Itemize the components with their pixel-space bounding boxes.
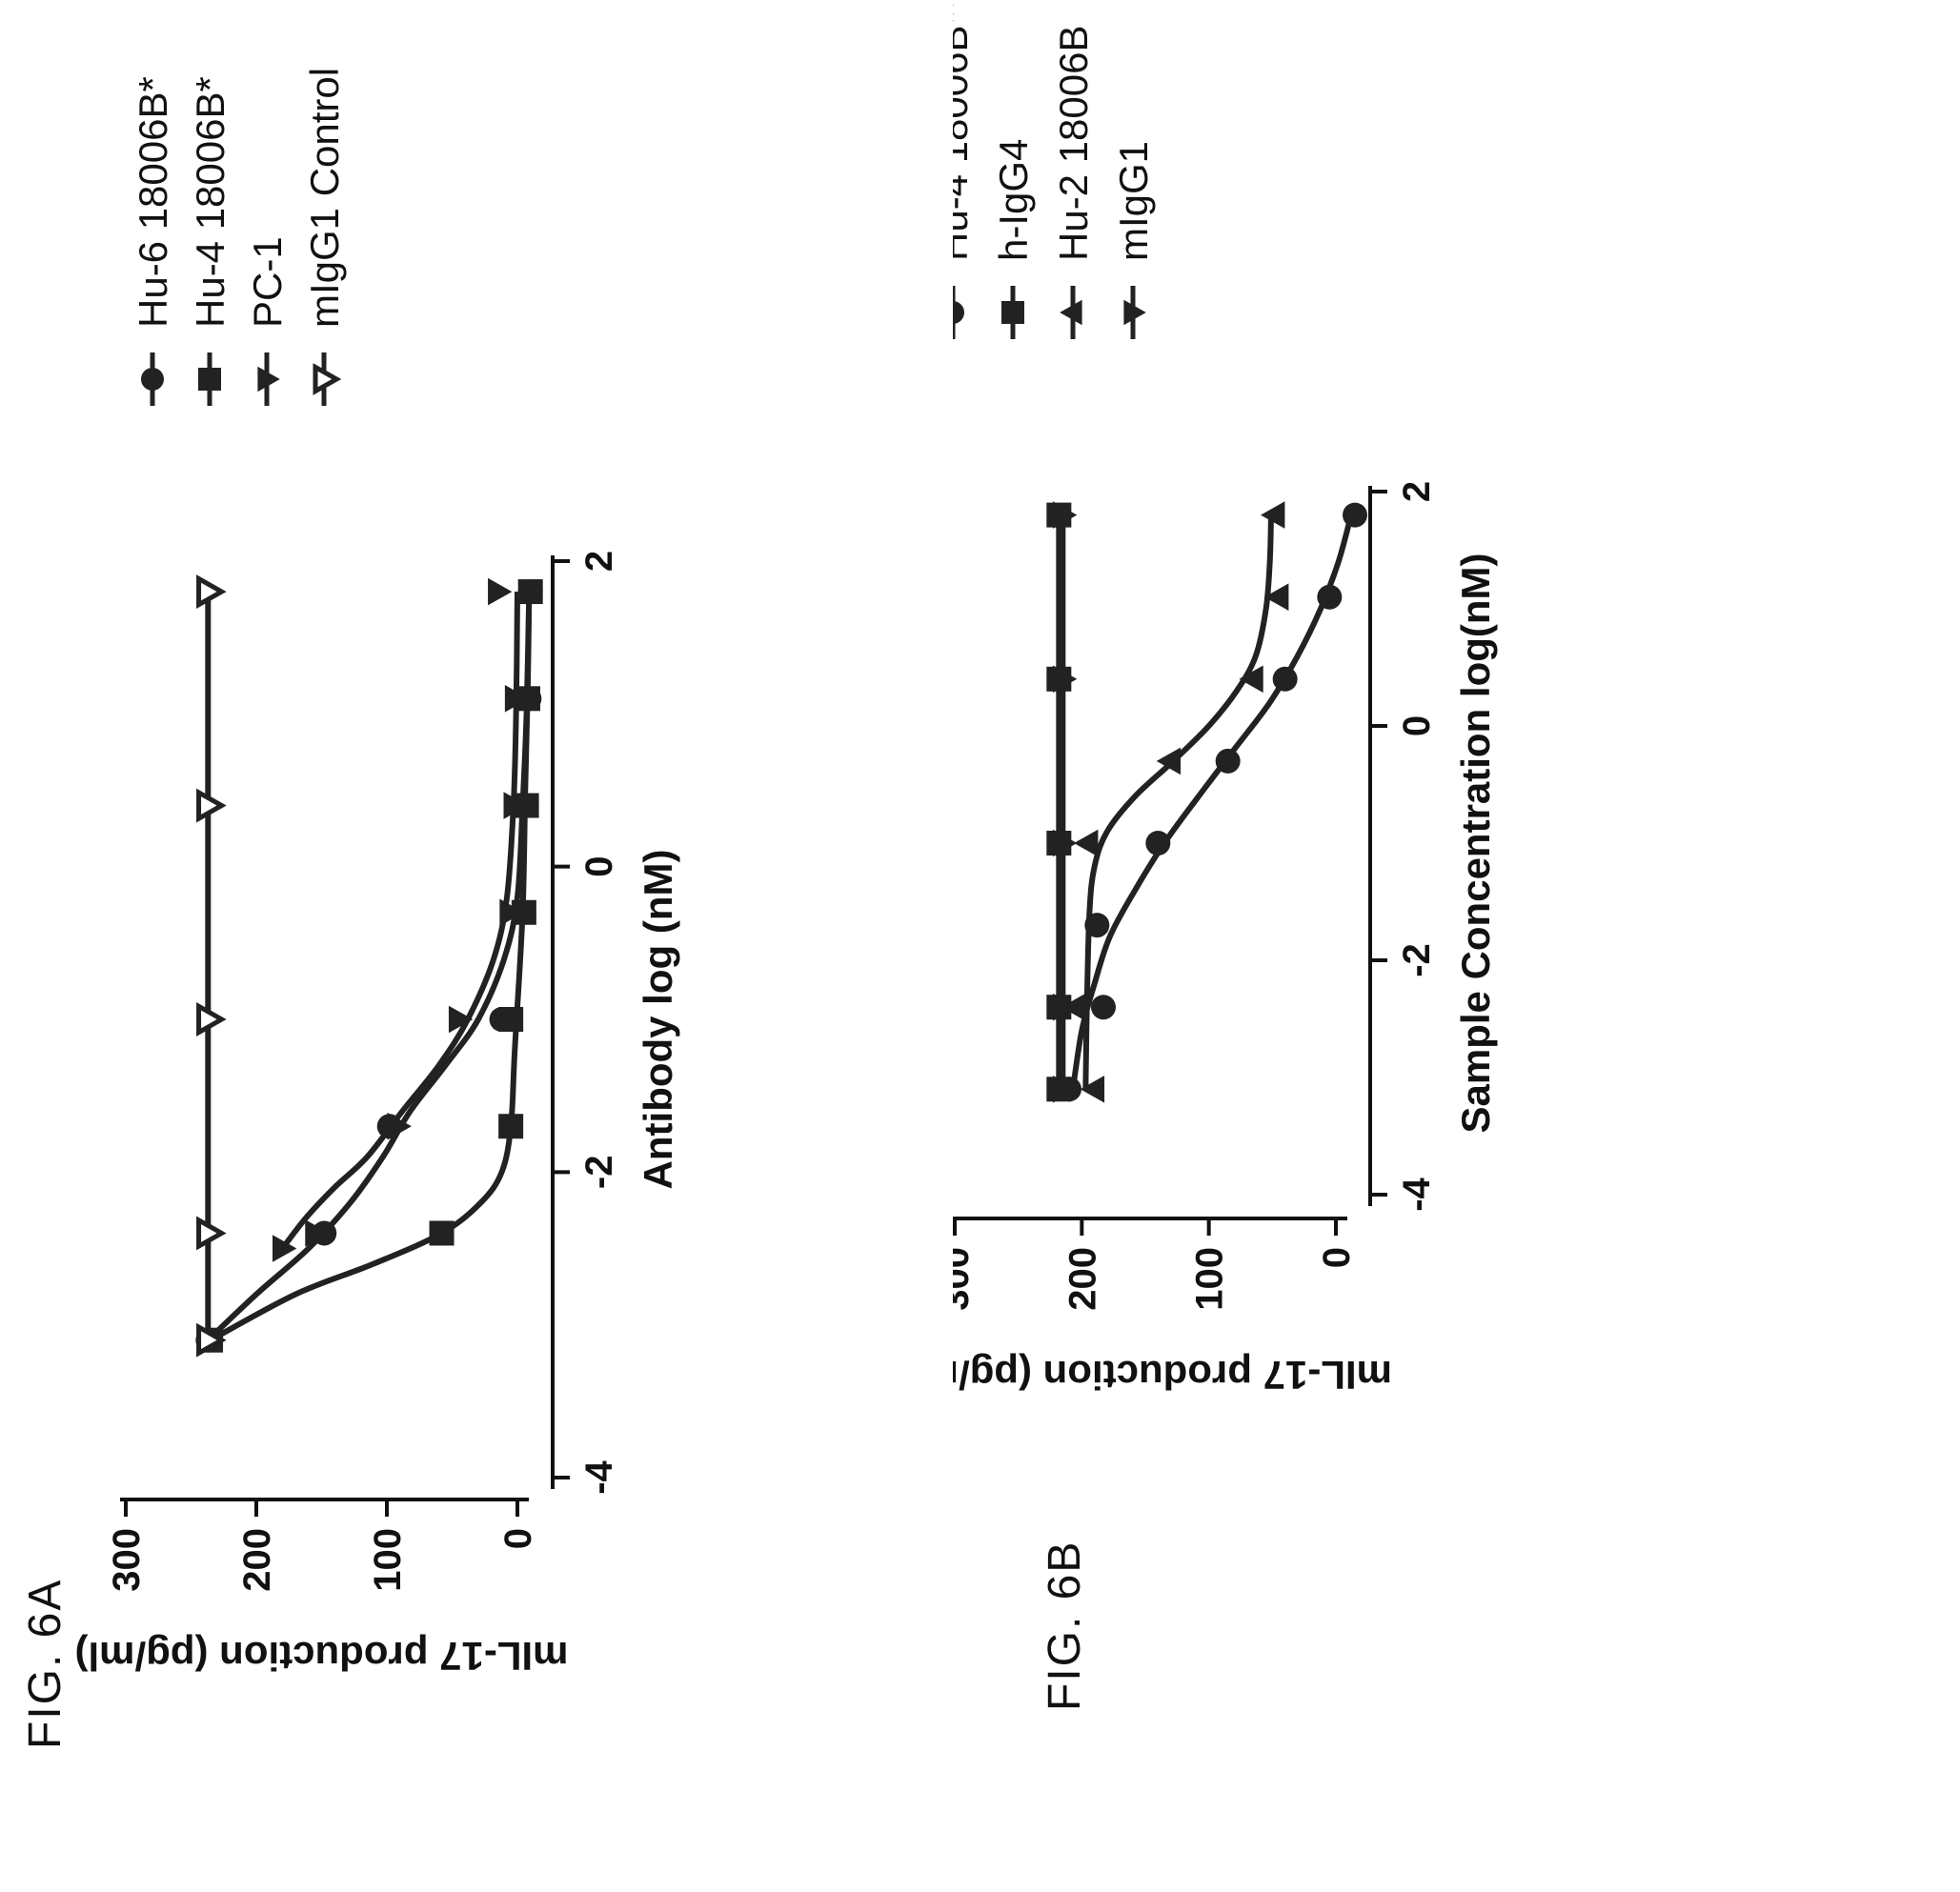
- fig-6b-x-axis-title: Sample Concentration log(nM): [1453, 554, 1498, 1134]
- fig-6a-point-hu-4-18006b: [498, 1114, 524, 1139]
- fig-6b-y-tick-label: 0: [1316, 1247, 1358, 1268]
- fig-6a-x-tick-label: 0: [578, 856, 620, 877]
- fig-6a-point-hu-4-18006b: [517, 579, 543, 605]
- fig-6a-legend-item-migg1-control: mIgG1 Control: [302, 68, 347, 406]
- fig-6a-point-pc-1: [305, 1219, 330, 1247]
- fig-6b-point-hu-2-18006b: [1239, 665, 1263, 694]
- fig-6b-y-tick-label: 300: [953, 1247, 977, 1311]
- fig-6b-legend-label: mIgG1: [1111, 141, 1156, 261]
- fig-6a-point-migg1-control: [196, 1002, 227, 1037]
- fig-6b-axes: -4 -2 0 2 0 100 200 300 Sample Concentration log…: [953, 481, 1498, 1398]
- fig-6b-series-hu-4-18006b: [1057, 502, 1367, 1102]
- fig-6a-point-migg1-control: [196, 574, 227, 610]
- fig-6a-fit-line-pc-1: [280, 592, 520, 1251]
- fig-6a-legend-marker: [141, 368, 164, 391]
- fig-6a-point-migg1-control: [196, 1216, 227, 1251]
- chart-6b: -4 -2 0 2 0 100 200 300 Sample Concentration log…: [953, 0, 1498, 1398]
- fig-6a-legend-item-hu-6-18006b: Hu-6 18006B*: [131, 76, 175, 406]
- fig-6b-point-hu-2-18006b: [1074, 829, 1099, 857]
- fig-6a-legend-item-hu-4-18006b: Hu-4 18006B*: [188, 76, 232, 406]
- fig-6b-point-migg1: [1052, 993, 1078, 1021]
- fig-6b-x-tick-label: 0: [1396, 715, 1438, 736]
- fig-6b-legend-label: Hu-4 18006B**: [953, 0, 976, 261]
- fig-6b-legend-marker: [1001, 301, 1024, 324]
- fig-6b-point-migg1: [1052, 501, 1078, 529]
- fig-6a-point-migg1-control: [196, 1322, 227, 1358]
- fig-6a-point-pc-1: [273, 1235, 297, 1262]
- fig-6b-y-axis-title: mIL-17 production (pg/ml): [953, 1353, 1392, 1398]
- fig-6b-point-hu-4-18006b: [1272, 666, 1298, 692]
- fig-6a-series-migg1-control: [196, 574, 227, 1358]
- fig-6b-y-tick-label: 100: [1189, 1247, 1231, 1311]
- fig-6a-y-tick-label: 100: [367, 1528, 409, 1592]
- fig-6b-point-hu-2-18006b: [1261, 501, 1285, 529]
- fig-6a-x-tick-label: -2: [578, 1156, 620, 1190]
- fig-6a-x-tick-label: -4: [578, 1459, 620, 1494]
- fig-6a-fit-line-hu-6-18006b: [206, 592, 533, 1342]
- fig-6b-y-tick-label: 200: [1061, 1247, 1103, 1311]
- fig-6a-point-hu-4-18006b: [511, 899, 536, 925]
- fig-6a-legend: Hu-6 18006B* Hu-4 18006B* PC-1 mIgG1 Contro…: [131, 68, 347, 406]
- fig-6b-point-hu-4-18006b: [1343, 502, 1367, 528]
- fig-6b-point-hu-4-18006b: [1145, 831, 1171, 855]
- fig-6a-y-tick-label: 0: [497, 1528, 539, 1549]
- fig-6b-legend-label: Hu-2 18006B: [1051, 25, 1096, 261]
- fig-6b-legend-marker: [953, 301, 964, 324]
- fig-6b-point-hu-4-18006b: [1317, 584, 1343, 610]
- fig-6b-x-tick-label: -2: [1396, 943, 1438, 977]
- fig-6a-legend-label: mIgG1 Control: [302, 68, 347, 328]
- fig-6a-y-axis-title: mIL-17 production (pg/ml): [75, 1634, 569, 1679]
- fig-6b-series-migg1: [1052, 501, 1078, 1103]
- fig-6b-series-hu-2-18006b: [1061, 501, 1289, 1103]
- fig-6a-legend-label: PC-1: [245, 236, 290, 328]
- fig-6a-series-pc-1: [273, 577, 530, 1262]
- fig-6b-fit-line-hu-4-18006b: [1070, 513, 1354, 1090]
- chart-6a: -4 -2 0 2 0 100 200 300 Antibody log (nM) mIL-17 …: [75, 68, 680, 1679]
- fig-6a-point-pc-1: [503, 792, 528, 819]
- fig-6a-point-pc-1: [499, 898, 524, 927]
- fig-6b-point-migg1: [1052, 829, 1078, 857]
- fig-6a-point-pc-1: [448, 1005, 474, 1034]
- fig-6a-y-tick-label: 200: [236, 1528, 278, 1592]
- fig-6a-series-hu-4-18006b: [198, 579, 543, 1353]
- fig-6a-point-migg1-control: [196, 788, 227, 823]
- fig-6a-axes: -4 -2 0 2 0 100 200 300 Antibody log (nM) mIL-17 …: [75, 551, 680, 1679]
- fig-6b-legend-label: h-IgG4: [991, 139, 1036, 261]
- fig-6b-point-migg1: [1052, 1076, 1078, 1103]
- fig-6a-point-hu-4-18006b: [498, 1007, 524, 1032]
- fig-6a-point-pc-1: [488, 577, 513, 606]
- fig-6a-fit-line-hu-4-18006b: [209, 592, 533, 1343]
- fig-6b-legend-item-h-igg4: h-IgG4: [991, 139, 1036, 339]
- fig-6b-point-hu-2-18006b: [1156, 747, 1182, 775]
- fig-6b-x-tick-label: -4: [1396, 1177, 1438, 1211]
- fig-6b-legend-item-migg1: mIgG1: [1111, 141, 1156, 339]
- fig-6a-legend-label: Hu-6 18006B*: [131, 76, 175, 328]
- fig-6a-y-tick-label: 300: [106, 1528, 148, 1592]
- fig-6a-legend-marker: [257, 366, 280, 392]
- fig-6b-point-hu-2-18006b: [1080, 1076, 1105, 1103]
- fig-6a-point-hu-4-18006b: [429, 1220, 455, 1246]
- fig-6a-legend-item-pc-1: PC-1: [245, 236, 290, 406]
- fig-6b-point-hu-4-18006b: [1091, 995, 1116, 1020]
- fig-6a-legend-marker: [198, 368, 221, 391]
- fig-6a-point-pc-1: [504, 685, 530, 713]
- fig-6b-point-hu-4-18006b: [1215, 748, 1241, 774]
- fig-6a-point-pc-1: [387, 1112, 412, 1140]
- fig-6a-x-tick-label: 2: [578, 551, 620, 572]
- fig-6b-point-hu-2-18006b: [1264, 583, 1289, 611]
- fig-6b-legend-marker: [1123, 299, 1146, 326]
- fig-6a-legend-label: Hu-4 18006B*: [188, 76, 232, 328]
- fig-6b-legend-marker: [1060, 299, 1082, 326]
- fig-6b-legend-item-hu-4-18006b: Hu-4 18006B**: [953, 0, 976, 339]
- fig-6b-x-tick-label: 2: [1396, 481, 1438, 502]
- fig-6a-legend-marker: [313, 363, 342, 395]
- fig-6b-legend-item-hu-2-18006b: Hu-2 18006B: [1051, 25, 1096, 339]
- fig-6b-point-migg1: [1052, 665, 1078, 694]
- fig-6a-x-axis-title: Antibody log (nM): [636, 850, 680, 1190]
- fig-6b-legend: Hu-4 18006B** h-IgG4 Hu-2 18006B mIgG1: [953, 0, 1156, 339]
